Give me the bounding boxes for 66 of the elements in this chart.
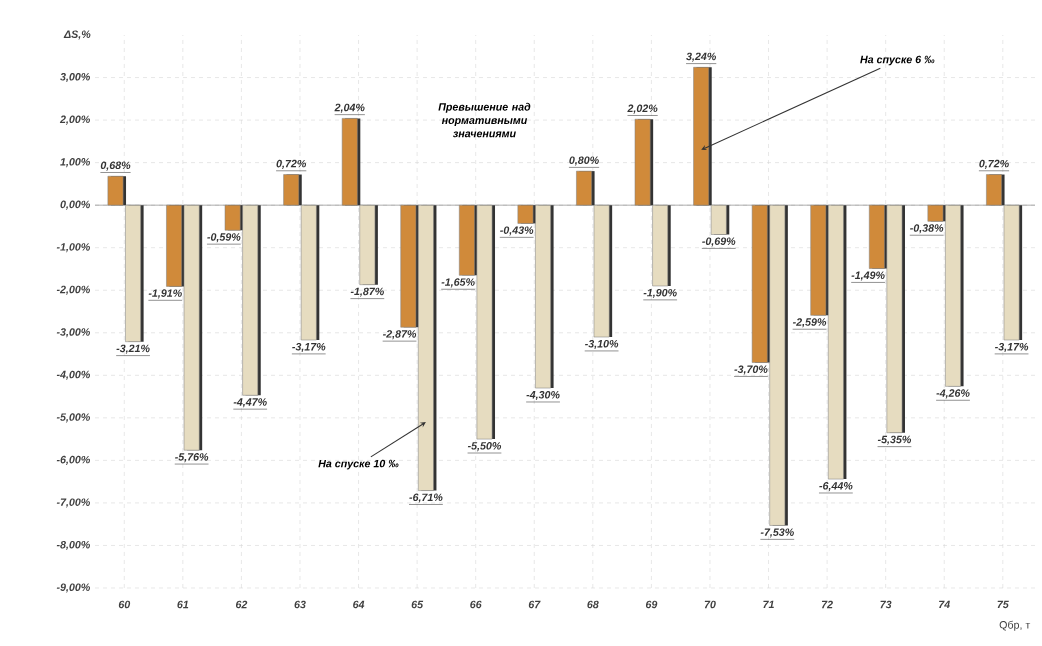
- data-label: -7,53%: [760, 528, 794, 538]
- data-label: 2,04%: [334, 103, 365, 113]
- y-axis-title: ΔS,%: [63, 30, 91, 40]
- y-tick-label: 1,00%: [60, 158, 90, 168]
- y-tick-label: -3,00%: [56, 328, 90, 338]
- y-tick-label: -6,00%: [56, 455, 90, 465]
- y-tick-label: -1,00%: [56, 243, 90, 253]
- data-label: -2,59%: [792, 318, 827, 328]
- data-label: -0,43%: [500, 226, 534, 236]
- x-tick-label: 69: [645, 600, 658, 609]
- y-tick-label: 3,00%: [60, 73, 90, 83]
- x-tick-label: 75: [997, 600, 1009, 609]
- y-tick-label: -7,00%: [56, 498, 90, 508]
- data-label: -1,90%: [643, 288, 677, 299]
- data-label: -3,21%: [116, 344, 150, 354]
- x-tick-label: 64: [353, 600, 365, 609]
- data-label: -0,38%: [910, 224, 944, 234]
- data-label: -3,10%: [585, 339, 619, 350]
- y-tick-label: 2,00%: [59, 115, 90, 125]
- x-tick-label: 62: [235, 600, 248, 609]
- data-label: -4,30%: [526, 391, 560, 401]
- y-tick-label: -9,00%: [56, 583, 90, 593]
- data-label: -1,49%: [851, 271, 885, 281]
- data-label: -2,87%: [382, 330, 417, 340]
- data-label: -4,26%: [936, 389, 970, 399]
- data-label: 0,68%: [100, 161, 131, 171]
- annotation: Превышение над нормативными значениями: [438, 102, 531, 138]
- data-label: -0,69%: [702, 237, 736, 247]
- x-tick-label: 73: [880, 600, 892, 609]
- y-tick-label: -5,00%: [56, 413, 90, 423]
- series-label: На спуске 10 ‰: [318, 459, 399, 470]
- data-label: -5,76%: [175, 453, 209, 463]
- text: На спуске 6 ‰: [860, 55, 935, 66]
- data-label: -3,70%: [734, 365, 768, 375]
- x-axis-title: Qбр, т: [999, 620, 1031, 631]
- y-tick-label: -8,00%: [56, 540, 90, 551]
- x-tick-label: 72: [821, 600, 833, 609]
- data-label: -4,47%: [233, 398, 267, 408]
- y-tick-label: -4,00%: [56, 370, 90, 380]
- y-tick-label: 0,00%: [60, 200, 90, 210]
- data-label: 3,24%: [686, 52, 716, 62]
- data-label: -5,50%: [467, 442, 502, 452]
- data-label: 0,72%: [276, 159, 307, 169]
- x-tick-label: 63: [294, 600, 306, 609]
- data-label: -1,91%: [148, 289, 182, 299]
- data-label: -0,59%: [207, 233, 241, 243]
- x-tick-label: 74: [939, 600, 950, 609]
- x-tick-label: 60: [118, 600, 131, 609]
- x-tick-label: 71: [763, 600, 774, 609]
- data-label: -6,44%: [819, 482, 853, 492]
- data-label: -1,87%: [350, 287, 384, 297]
- data-label: 0,72%: [979, 159, 1009, 169]
- data-label: -5,35%: [877, 435, 912, 445]
- x-tick-label: 61: [177, 600, 189, 609]
- data-label: -6,71%: [409, 493, 443, 503]
- x-tick-label: 68: [587, 600, 599, 609]
- x-tick-label: 66: [470, 600, 482, 609]
- x-tick-label: 67: [528, 600, 541, 609]
- y-tick-label: -2,00%: [56, 285, 90, 295]
- data-label: 2,02%: [627, 104, 658, 114]
- x-tick-label: 70: [704, 600, 716, 609]
- data-label: -3,17%: [292, 342, 326, 353]
- data-label: -1,65%: [441, 278, 475, 288]
- data-label: 0,80%: [569, 156, 599, 166]
- x-tick-label: 65: [411, 600, 424, 609]
- data-label: -3,17%: [994, 342, 1029, 353]
